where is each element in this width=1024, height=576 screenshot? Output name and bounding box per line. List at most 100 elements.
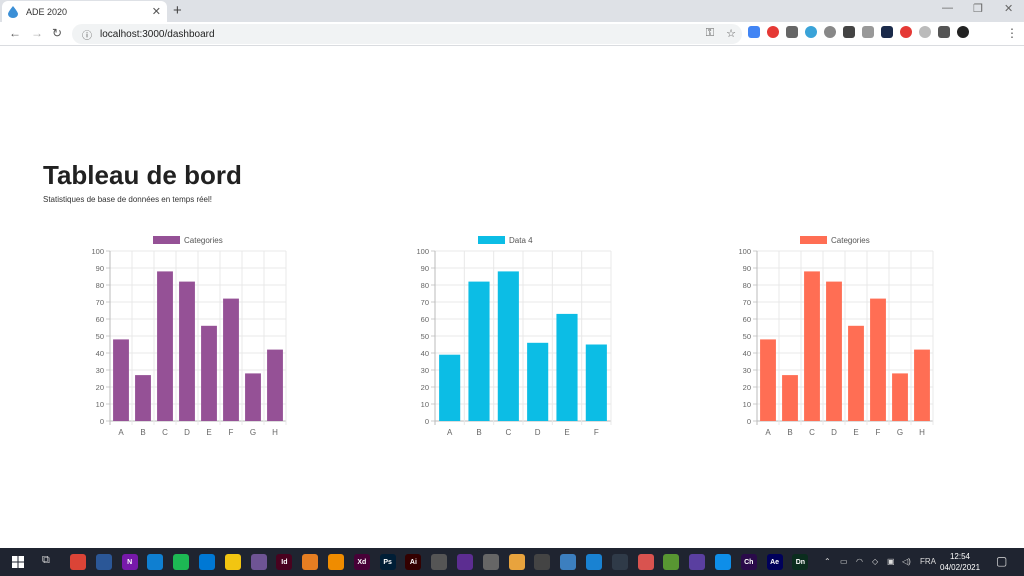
task-view-icon[interactable]: ⧉ — [42, 554, 50, 566]
bar-B[interactable] — [468, 281, 490, 421]
reload-icon[interactable]: ↻ — [52, 26, 63, 40]
tab-close-icon[interactable]: ✕ — [151, 6, 161, 18]
bar-D[interactable] — [527, 342, 549, 421]
dropbox-icon[interactable]: ◇ — [872, 557, 879, 566]
legend-swatch[interactable] — [800, 236, 827, 244]
restore-icon[interactable]: ❐ — [973, 3, 983, 15]
extension-icon[interactable] — [786, 26, 798, 38]
vscode-icon[interactable] — [199, 554, 215, 570]
more-menu-icon[interactable]: ⋮ — [1006, 26, 1018, 40]
system-clock[interactable]: 12:54 04/02/2021 — [940, 551, 980, 573]
address-bar[interactable]: ⓘ localhost:3000/dashboard ⚿ ☆ — [72, 24, 742, 44]
aftereffects-icon[interactable]: Ae — [766, 554, 783, 570]
x-tick-label: D — [535, 428, 541, 437]
bar-F[interactable] — [585, 344, 607, 422]
forward-arrow-icon[interactable]: → — [31, 26, 43, 40]
arrow-icon[interactable] — [611, 554, 628, 570]
bar-E[interactable] — [556, 313, 578, 421]
legend-label[interactable]: Categories — [831, 236, 870, 245]
browser-tab[interactable]: ADE 2020 ✕ — [2, 1, 167, 22]
bar-A[interactable] — [113, 339, 129, 421]
translate-extension-icon[interactable] — [748, 26, 760, 38]
bar-F[interactable] — [870, 298, 886, 421]
bar-D[interactable] — [826, 281, 842, 421]
ssms-icon[interactable] — [560, 554, 577, 570]
volume-icon[interactable]: ◁) — [902, 557, 911, 566]
network-icon[interactable]: ▣ — [887, 557, 895, 566]
bar-F[interactable] — [223, 298, 239, 421]
shield-extension-icon[interactable] — [824, 26, 836, 38]
bar-A[interactable] — [760, 339, 776, 421]
react-extension-icon[interactable] — [881, 26, 893, 38]
tray-chevron-icon[interactable]: ⌃ — [824, 557, 831, 566]
edge-icon[interactable] — [147, 554, 164, 570]
xd-icon[interactable]: Xd — [353, 554, 370, 570]
legend-label[interactable]: Data 4 — [509, 236, 533, 245]
key-icon[interactable]: ⚿ — [705, 27, 715, 39]
bar-G[interactable] — [892, 373, 908, 421]
powershell-icon[interactable] — [95, 554, 112, 570]
app-icon[interactable] — [586, 554, 602, 570]
bar-G[interactable] — [245, 373, 261, 421]
explorer-icon[interactable] — [224, 554, 241, 570]
teamviewer-icon[interactable] — [715, 554, 731, 570]
tab-title: ADE 2020 — [26, 6, 68, 17]
profile-avatar[interactable] — [957, 26, 969, 38]
legend-swatch[interactable] — [478, 236, 505, 244]
illustrator-icon[interactable]: Ai — [405, 554, 422, 570]
language-indicator[interactable]: FRA — [920, 557, 936, 566]
vpn-extension-icon[interactable] — [900, 26, 912, 38]
x-tick-label: E — [853, 428, 858, 437]
bar-B[interactable] — [135, 375, 151, 421]
minimize-icon[interactable]: — — [942, 2, 953, 14]
bookmark-star-icon[interactable]: ☆ — [726, 28, 736, 40]
bar-H[interactable] — [267, 349, 283, 421]
bar-C[interactable] — [804, 271, 820, 421]
camera-extension-icon[interactable] — [862, 26, 874, 38]
puzzle-extensions-icon[interactable] — [938, 26, 950, 38]
audio-icon[interactable] — [689, 554, 706, 570]
indesign-icon[interactable]: Id — [276, 554, 293, 570]
bar-C[interactable] — [157, 271, 173, 421]
pen-icon[interactable] — [431, 554, 448, 570]
vlc-icon[interactable] — [328, 554, 344, 570]
visualstudio-icon[interactable] — [457, 554, 473, 570]
bar-B[interactable] — [782, 375, 798, 421]
windows-taskbar: ⧉ N Id Xd Ps Ai Ch Ae Dn ⌃ ▭ ◠ ◇ ▣ ◁) FRA 12:54… — [0, 548, 1024, 576]
bar-E[interactable] — [201, 325, 217, 421]
heart-icon[interactable] — [637, 554, 654, 570]
box-icon[interactable] — [508, 554, 525, 570]
spotify-icon[interactable] — [173, 554, 190, 570]
bar-D[interactable] — [179, 281, 195, 421]
function-extension-icon[interactable] — [843, 26, 855, 38]
info-icon[interactable]: ⓘ — [82, 30, 92, 42]
settings-icon[interactable] — [534, 554, 551, 570]
wifi-icon[interactable]: ◠ — [856, 557, 863, 566]
new-tab-icon[interactable]: + — [173, 2, 182, 19]
windows-start-icon[interactable] — [12, 556, 24, 568]
legend-label[interactable]: Categories — [184, 236, 223, 245]
legend-swatch[interactable] — [153, 236, 180, 244]
battery-icon[interactable]: ▭ — [840, 557, 848, 566]
bar-A[interactable] — [439, 354, 461, 421]
qgis-icon[interactable] — [663, 554, 680, 570]
pinwheel-icon[interactable] — [302, 554, 319, 570]
back-arrow-icon[interactable]: ← — [9, 26, 21, 40]
github-icon[interactable] — [250, 554, 267, 570]
adblock-extension-icon[interactable] — [767, 26, 779, 38]
bar-C[interactable] — [497, 271, 519, 421]
globe-extension-icon[interactable] — [805, 26, 817, 38]
notifications-icon[interactable]: ▢ — [996, 554, 1008, 568]
x-tick-label: B — [787, 428, 792, 437]
bar-H[interactable] — [914, 349, 930, 421]
window-close-icon[interactable]: ✕ — [1004, 3, 1014, 15]
onenote-icon[interactable]: N — [121, 554, 138, 570]
bar-E[interactable] — [848, 325, 864, 421]
tools-icon[interactable] — [482, 554, 499, 570]
circle-extension-icon[interactable] — [919, 26, 931, 38]
chrome-icon[interactable] — [70, 554, 86, 570]
dimension-icon[interactable]: Dn — [792, 554, 809, 570]
x-tick-label: G — [897, 428, 903, 437]
photoshop-icon[interactable]: Ps — [379, 554, 396, 570]
character-icon[interactable]: Ch — [740, 554, 757, 570]
